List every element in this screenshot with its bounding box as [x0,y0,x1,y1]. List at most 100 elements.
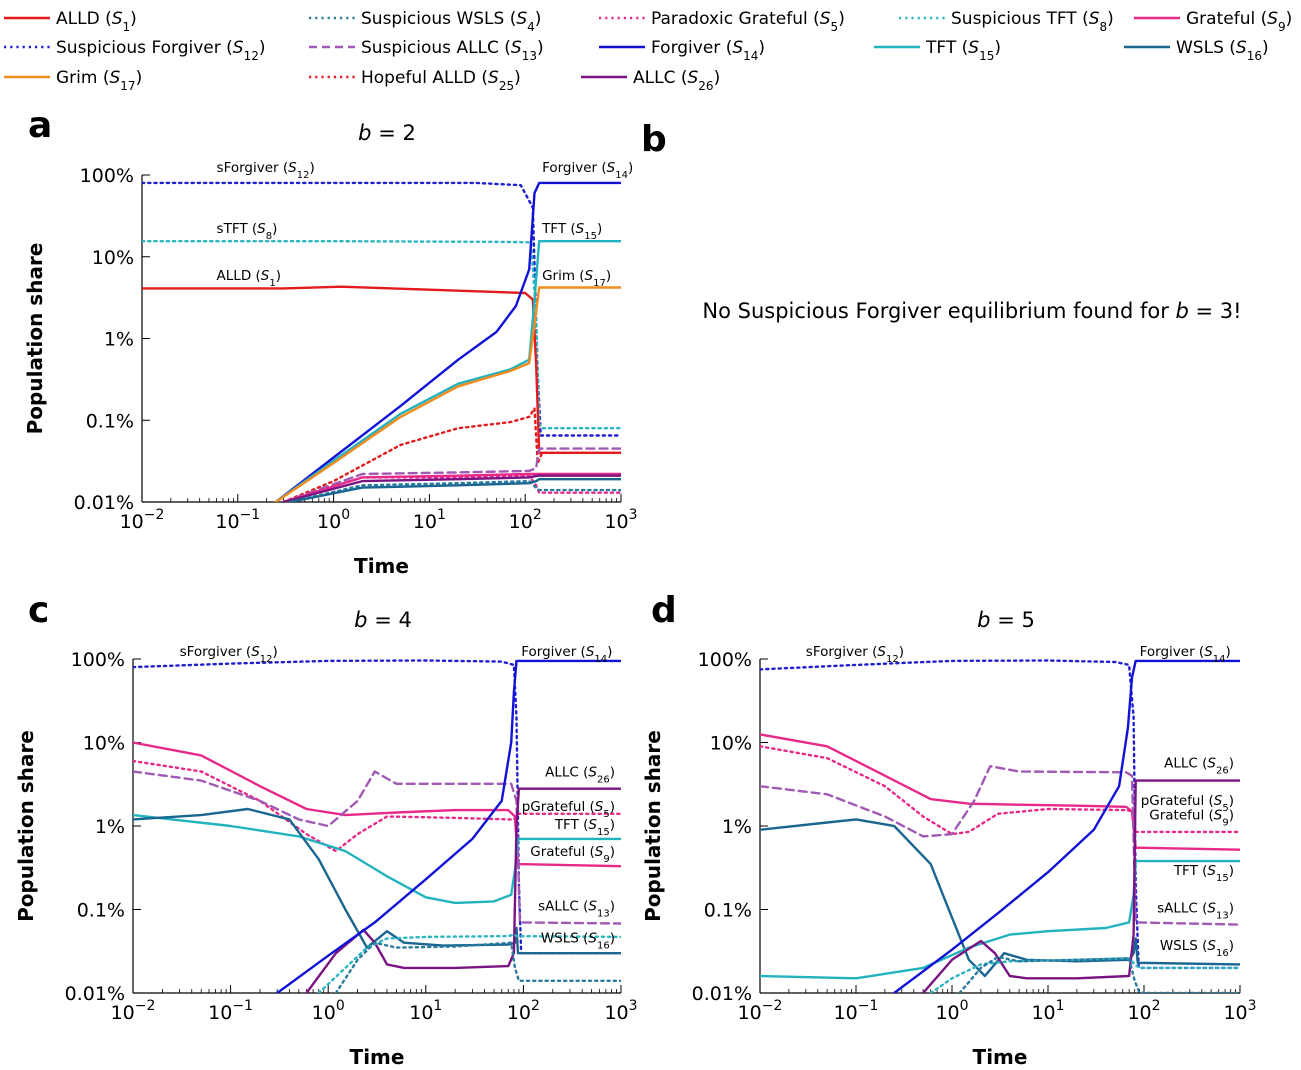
x-tick-label: 10−1 [208,998,253,1024]
panel-letter-d: d [651,590,677,631]
legend-entry-s5: Paradoxic Grateful (S5) [599,9,845,34]
annotation-label: Forgiver (S14) [542,160,633,181]
y-tick-label: 0.1% [704,900,752,922]
legend-entry-s14: Forgiver (S14) [599,38,765,63]
series-line-s16 [133,807,621,955]
legend-label: Grim (S17) [56,68,142,93]
legend-label: Suspicious TFT (S8) [951,9,1114,34]
x-axis-title: Time [350,1045,405,1069]
annotation-label: Forgiver (S14) [521,644,612,665]
series-line-s4 [958,955,1240,993]
x-tick-label: 103 [604,507,637,533]
y-tick-label: 0.01% [65,983,125,1005]
series-line-s1 [142,285,621,454]
y-tick-label: 10% [92,247,134,269]
annotation-label: ALLC (S26) [545,765,615,786]
annotation-label: sForgiver (S12) [806,644,904,665]
y-tick-label: 0.01% [74,492,134,514]
legend-entry-s15: TFT (S15) [874,38,1001,63]
x-axis-title: Time [354,554,409,578]
series-line-s15 [274,240,621,502]
series-line-s4 [288,479,621,502]
annotation-label: Grateful (S9) [1149,808,1234,829]
legend-label: Grateful (S9) [1186,9,1292,34]
x-tick-label: 10−2 [120,507,165,533]
series-group [760,659,1240,993]
series-line-s5 [133,759,621,853]
legend-entry-s1: ALLD (S1) [4,9,137,34]
y-tick-label: 0.1% [77,900,125,922]
series-line-s8 [142,240,621,430]
panel-c-title: b = 4 [354,608,412,632]
legend-entry-s9: Grateful (S9) [1134,9,1292,34]
legend-entry-s16: WSLS (S16) [1124,38,1269,63]
plot-d: 10−2 10−1 100 101 102 103 0.01% 0.1% 1% 10% 100% Ti… [641,644,1257,1069]
legend-entry-s25: Hopeful ALLD (S25) [309,68,521,93]
legend-entry-s4: Suspicious WSLS (S4) [309,9,541,34]
annotation-label: TFT (S15) [1173,863,1234,884]
panel-letter-b: b [641,119,667,160]
y-tick-label: 1% [104,329,134,351]
y-tick-label: 1% [722,816,752,838]
series-line-s26 [921,779,1240,993]
annotation-label: pGrateful (S5) [522,799,615,820]
series-line-s5 [282,474,621,502]
series-line-s14 [274,181,621,502]
panel-c: c b = 4 10−2 10−1 100 101 102 1030.01%0.1%1%1… [14,590,638,1069]
series-line-s13 [133,770,621,925]
x-tick-label: 101 [1031,998,1064,1024]
legend-label: Paradoxic Grateful (S5) [651,9,845,34]
series-line-s16 [760,818,1240,978]
x-tick-label: 102 [1127,998,1160,1024]
y-tick-label: 100% [698,649,752,671]
legend-entry-s8: Suspicious TFT (S8) [899,9,1114,34]
plot-a: 10−2 10−1 100 101 102 103 0.01% 0.1% 1% 10% 100% Ti… [23,160,638,578]
x-tick-label: 103 [1223,998,1256,1024]
y-axis-title: Population share [14,730,38,922]
y-tick-label: 100% [71,649,125,671]
y-tick-label: 100% [80,165,134,187]
annotation-label: pGrateful (S5) [1141,793,1234,814]
x-tick-label: 10−2 [738,998,783,1024]
panel-d: d b = 5 10−2 10−1 100 101 102 1030.01%0.1%1%1… [641,590,1257,1069]
series-group [142,181,621,502]
series-line-s4 [334,941,621,993]
series-line-s13 [282,447,621,502]
annotation-label: ALLC (S26) [1164,756,1234,777]
series-line-s16 [288,478,621,502]
y-axis-title: Population share [23,243,47,435]
annotation-label: WSLS (S16) [1160,938,1234,959]
annotation-label: TFT (S15) [554,817,615,838]
annotation-label: sALLC (S13) [538,898,615,919]
x-tick-label: 101 [413,507,446,533]
y-tick-label: 1% [95,816,125,838]
panel-b: b No Suspicious Forgiver equilibrium fou… [641,119,1242,323]
y-tick-label: 10% [710,733,752,755]
legend-label: ALLC (S26) [633,68,720,93]
legend: ALLD (S1) Suspicious WSLS (S4) Paradoxic G… [4,9,1292,93]
x-tick-label: 10−1 [834,998,879,1024]
panel-letter-a: a [28,105,52,146]
annotation-label: Grim (S17) [542,268,611,289]
annotation-label: Grateful (S9) [530,844,615,865]
series-line-s17 [274,286,621,502]
annotation-label: sALLC (S13) [1157,900,1234,921]
annotation-label: TFT (S15) [541,221,602,242]
legend-label: Suspicious WSLS (S4) [361,9,541,34]
annotation-label: Forgiver (S14) [1140,644,1231,665]
x-tick-label: 103 [604,998,637,1024]
y-tick-label: 0.1% [86,410,134,432]
legend-label: Hopeful ALLD (S25) [361,68,521,93]
y-axis-title: Population share [641,730,665,922]
x-tick-label: 102 [507,998,540,1024]
x-tick-label: 102 [509,507,542,533]
panel-b-message: No Suspicious Forgiver equilibrium found… [702,299,1241,323]
y-tick-label: 0.01% [692,983,752,1005]
x-axis-title: Time [973,1045,1028,1069]
legend-entry-s12: Suspicious Forgiver (S12) [4,38,265,63]
annotation-label: sForgiver (S12) [180,644,278,665]
x-tick-label: 101 [409,998,442,1024]
x-tick-label: 10−1 [215,507,260,533]
y-tick-label: 10% [83,733,125,755]
